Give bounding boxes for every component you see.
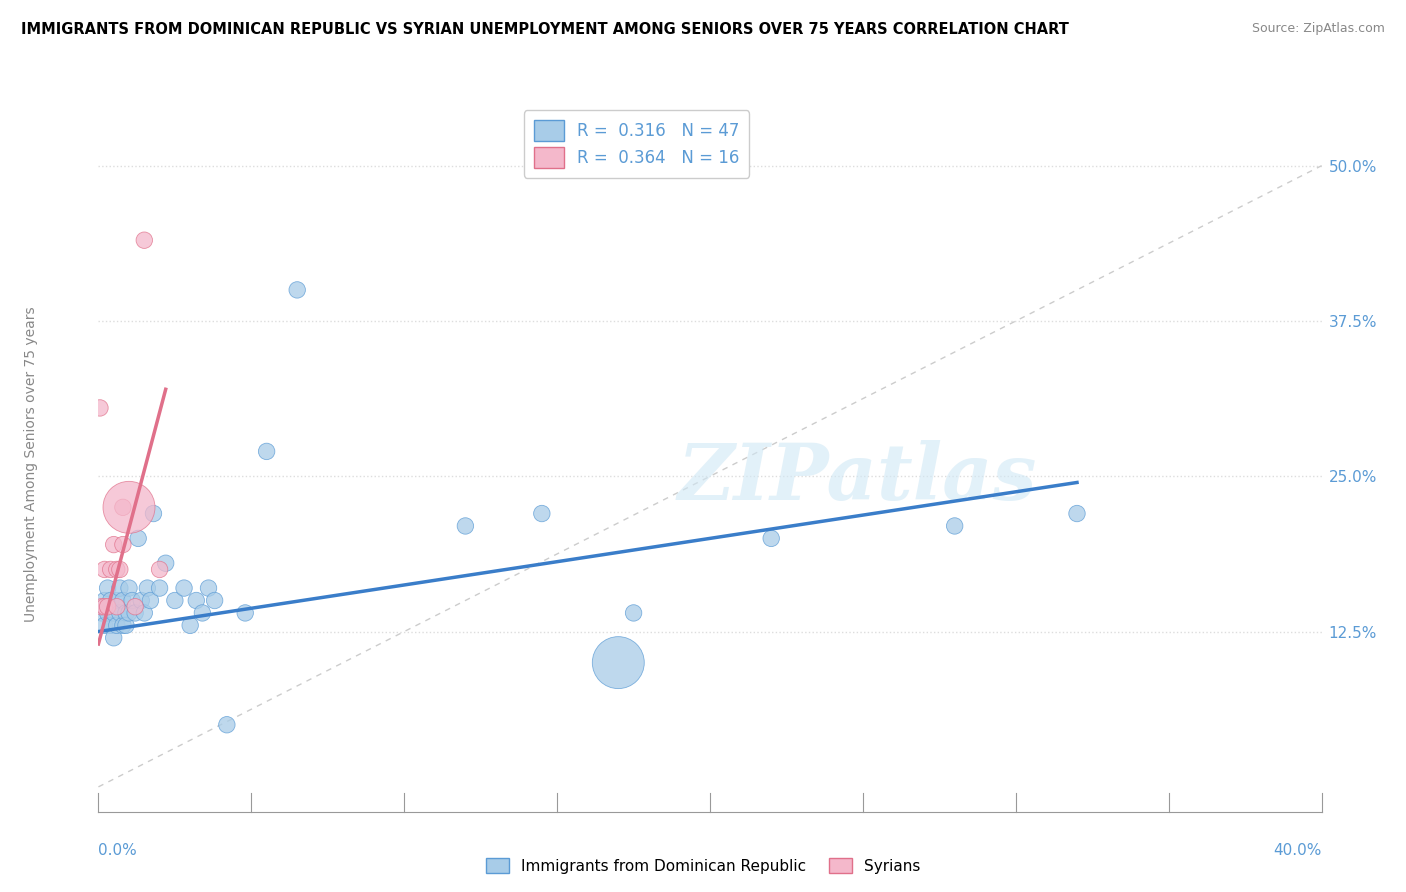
Point xyxy=(97,581,120,595)
Point xyxy=(90,606,112,620)
Point xyxy=(134,606,156,620)
Point xyxy=(186,593,208,607)
Point xyxy=(100,593,122,607)
Point xyxy=(256,444,278,458)
Point xyxy=(105,562,128,576)
Point xyxy=(233,606,256,620)
Point xyxy=(191,606,214,620)
Point xyxy=(93,562,115,576)
Point xyxy=(215,717,238,731)
Point xyxy=(100,618,122,632)
Point xyxy=(163,593,186,607)
Point xyxy=(105,593,128,607)
Text: 0.0%: 0.0% xyxy=(98,843,138,858)
Point xyxy=(103,631,125,645)
Point xyxy=(124,599,146,614)
Point xyxy=(111,500,134,515)
Text: Source: ZipAtlas.com: Source: ZipAtlas.com xyxy=(1251,22,1385,36)
Point xyxy=(89,401,111,415)
Point xyxy=(173,581,195,595)
Point xyxy=(136,581,159,595)
Point xyxy=(134,233,156,247)
Point xyxy=(93,593,115,607)
Point xyxy=(108,562,131,576)
Point xyxy=(97,599,120,614)
Point xyxy=(155,556,177,570)
Point xyxy=(454,519,477,533)
Point xyxy=(943,519,966,533)
Point xyxy=(111,618,134,632)
Point xyxy=(108,581,131,595)
Point xyxy=(111,538,134,552)
Point xyxy=(93,599,115,614)
Point xyxy=(129,593,152,607)
Point xyxy=(121,593,143,607)
Point xyxy=(105,599,128,614)
Point xyxy=(197,581,219,595)
Text: ZIPatlas: ZIPatlas xyxy=(678,440,1036,516)
Point xyxy=(100,562,122,576)
Point xyxy=(149,562,172,576)
Point xyxy=(97,606,120,620)
Point xyxy=(149,581,172,595)
Point xyxy=(179,618,201,632)
Point xyxy=(204,593,226,607)
Point xyxy=(623,606,645,620)
Point xyxy=(142,507,165,521)
Point xyxy=(607,656,630,670)
Point xyxy=(115,606,138,620)
Text: 40.0%: 40.0% xyxy=(1274,843,1322,858)
Point xyxy=(118,606,141,620)
Point xyxy=(103,606,125,620)
Point xyxy=(118,581,141,595)
Point xyxy=(93,618,115,632)
Text: Unemployment Among Seniors over 75 years: Unemployment Among Seniors over 75 years xyxy=(24,306,38,622)
Point xyxy=(285,283,308,297)
Point xyxy=(759,532,782,546)
Point xyxy=(124,606,146,620)
Legend: R =  0.316   N = 47, R =  0.364   N = 16: R = 0.316 N = 47, R = 0.364 N = 16 xyxy=(524,111,749,178)
Point xyxy=(111,593,134,607)
Point xyxy=(118,500,141,515)
Point xyxy=(127,532,149,546)
Point xyxy=(1066,507,1088,521)
Point xyxy=(90,599,112,614)
Point xyxy=(108,606,131,620)
Legend: Immigrants from Dominican Republic, Syrians: Immigrants from Dominican Republic, Syri… xyxy=(479,852,927,880)
Point xyxy=(139,593,162,607)
Point xyxy=(115,618,138,632)
Point xyxy=(103,538,125,552)
Text: IMMIGRANTS FROM DOMINICAN REPUBLIC VS SYRIAN UNEMPLOYMENT AMONG SENIORS OVER 75 : IMMIGRANTS FROM DOMINICAN REPUBLIC VS SY… xyxy=(21,22,1069,37)
Point xyxy=(105,618,128,632)
Point xyxy=(530,507,553,521)
